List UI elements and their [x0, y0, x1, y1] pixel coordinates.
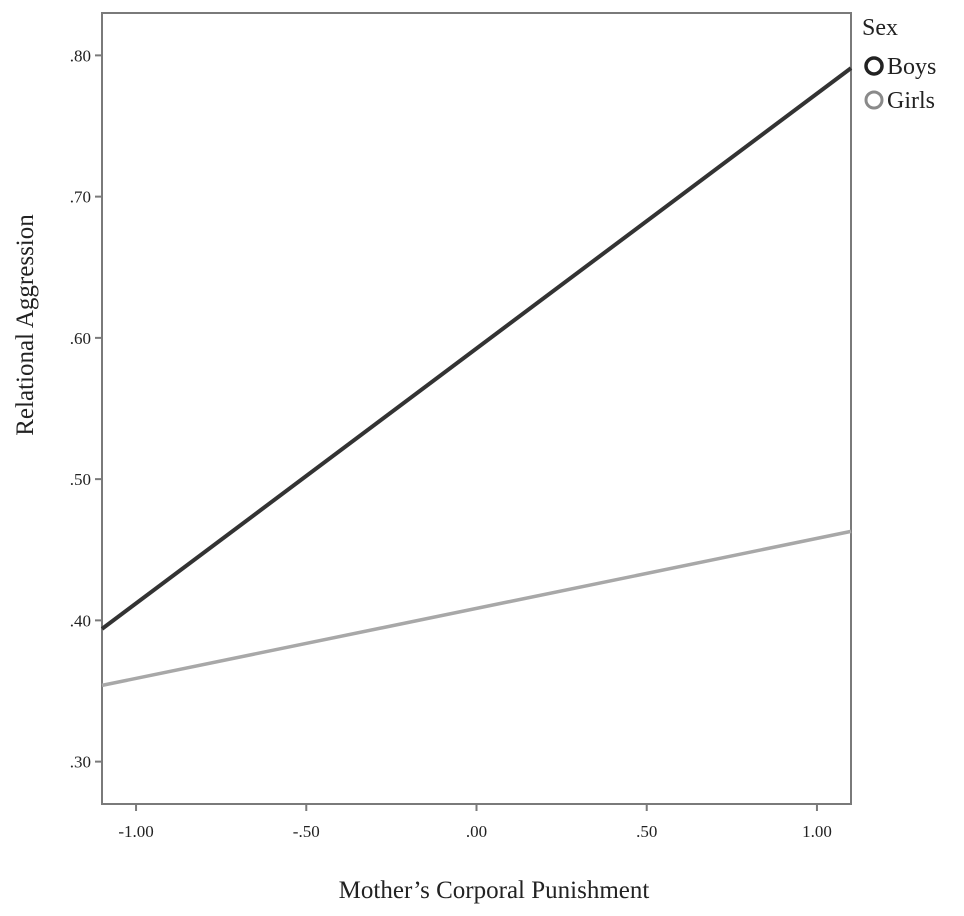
legend-marker-boys	[864, 56, 884, 76]
y-tick-label: .70	[70, 188, 91, 207]
y-tick-label: .60	[70, 329, 91, 348]
legend-label-girls: Girls	[887, 88, 935, 114]
y-axis-title: Relational Aggression	[12, 214, 39, 436]
y-tick-label: .30	[70, 753, 91, 772]
legend-label-boys: Boys	[887, 54, 936, 80]
x-axis-title: Mother’s Corporal Punishment	[339, 877, 650, 904]
y-tick-label: .80	[70, 46, 91, 65]
legend-title: Sex	[862, 15, 898, 41]
series-line-boys	[100, 66, 853, 631]
x-tick-label: .50	[636, 822, 657, 841]
x-tick-label: .00	[466, 822, 487, 841]
x-tick-label: -1.00	[118, 822, 153, 841]
y-tick-label: .50	[70, 470, 91, 489]
x-tick-label: -.50	[293, 822, 320, 841]
legend-marker-girls	[864, 90, 884, 110]
plot-frame	[101, 12, 852, 805]
x-axis: -1.00 -.50 .00 .50 1.00	[118, 804, 832, 841]
x-tick-label: 1.00	[802, 822, 832, 841]
series-lines	[100, 66, 853, 688]
legend-item-boys: Boys	[864, 54, 936, 80]
legend-item-girls: Girls	[864, 88, 935, 114]
y-tick-label: .40	[70, 611, 91, 630]
y-axis: .30 .40 .50 .60 .70 .80	[70, 46, 102, 772]
legend: Sex Boys Girls	[862, 15, 936, 114]
series-line-girls	[101, 529, 852, 688]
